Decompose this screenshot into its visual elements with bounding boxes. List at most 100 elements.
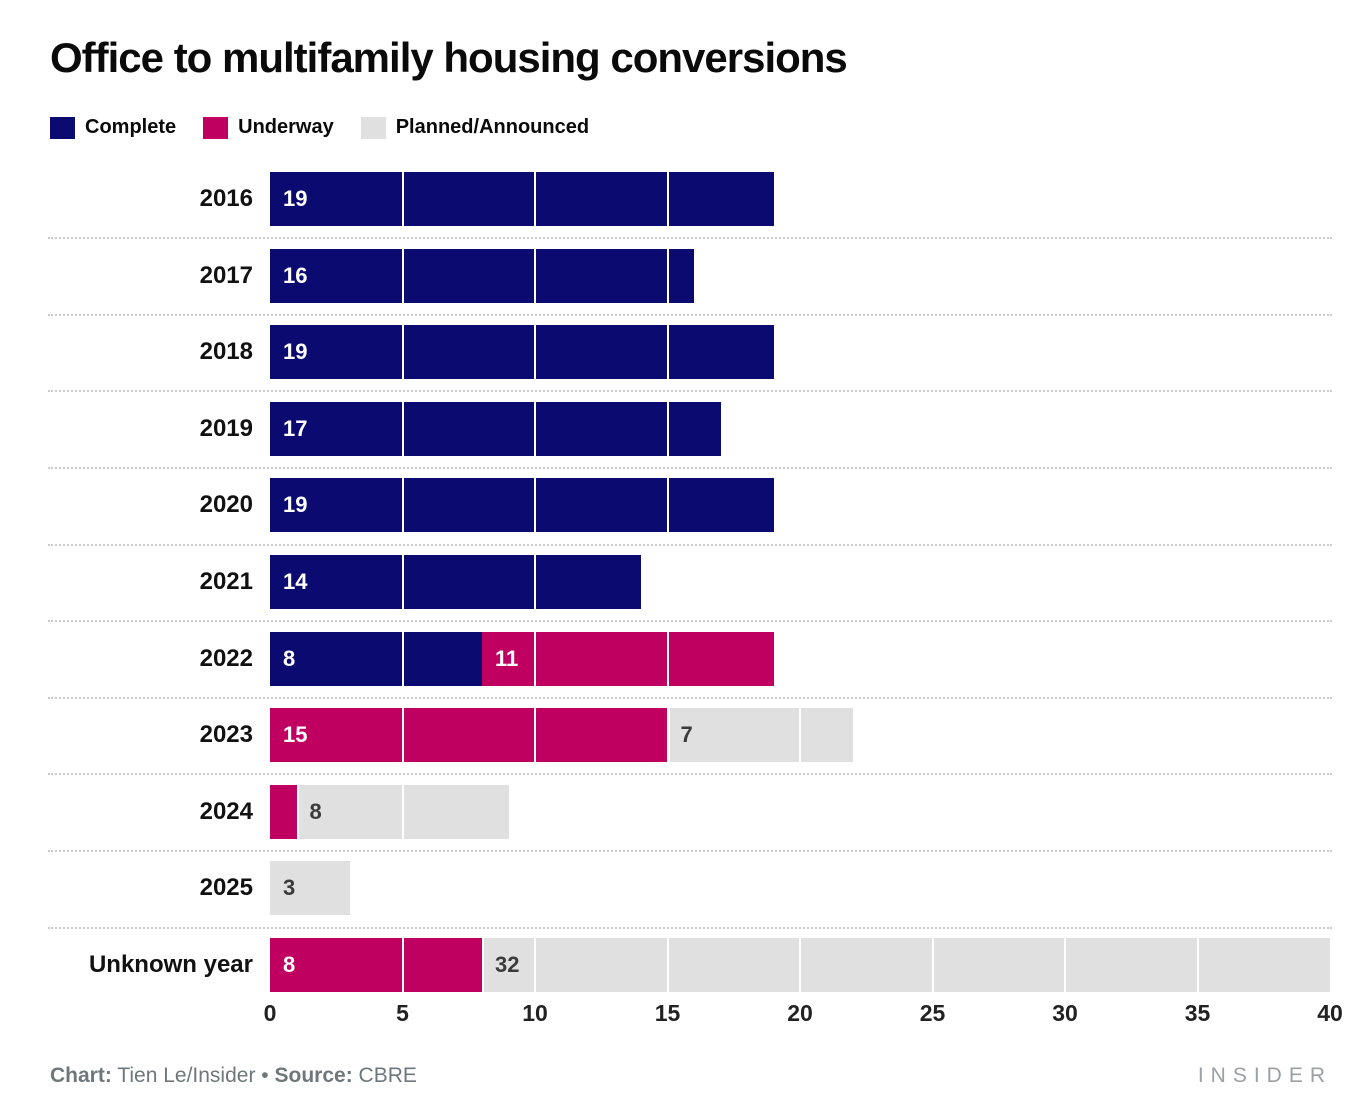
bar-value-label: 19 [283, 186, 308, 211]
gridline [534, 708, 536, 763]
x-tick-40: 40 [1317, 1000, 1343, 1026]
row-separator [48, 773, 1332, 776]
gridline [401, 478, 404, 533]
row-separator [48, 696, 1332, 699]
bar-value-label: 16 [283, 262, 308, 288]
gridline [534, 555, 536, 609]
gridline [534, 938, 536, 992]
bar-segment-underway: 8 [270, 938, 482, 992]
category-label-2021: 2021 [199, 568, 253, 595]
gridline [401, 248, 404, 303]
bar-segment-complete: 19 [270, 478, 774, 533]
x-tick-15: 15 [654, 1000, 681, 1026]
chart-title: Office to multifamily housing conversion… [50, 34, 848, 81]
category-label-unknown-year: Unknown year [88, 951, 253, 978]
bar-value-label: 19 [283, 339, 308, 365]
bar-value-label: 8 [283, 952, 296, 977]
x-tick-35: 35 [1184, 1000, 1211, 1026]
bar-segment-complete: 16 [270, 248, 694, 303]
bar-value-label: 14 [283, 569, 308, 594]
gridline [666, 631, 669, 686]
gridline [401, 938, 404, 992]
gridline [666, 401, 669, 456]
category-label-2020: 2020 [199, 491, 253, 519]
row-separator [48, 466, 1332, 469]
category-label-2024: 2024 [199, 797, 253, 825]
credit-chart-label: Chart: [50, 1064, 112, 1087]
bar-row-2025: 3 [270, 861, 1330, 916]
credit-source-value: CBRE [358, 1064, 417, 1087]
bar-segment-complete: 19 [270, 325, 774, 380]
legend-item-1: Underway [203, 116, 334, 139]
bar-segment-planned-announced: 3 [270, 861, 350, 916]
gridline [666, 478, 669, 533]
bar-row-2017: 16 [270, 248, 1330, 303]
bar-value-label: 19 [283, 492, 308, 518]
legend-swatch-icon [50, 116, 75, 139]
credit-line: Chart: Tien Le/Insider • Source: CBRE [50, 1064, 417, 1088]
gridline [666, 938, 669, 992]
bar-value-label: 3 [283, 875, 296, 901]
x-tick-5: 5 [396, 1000, 409, 1026]
bar-segment-complete: 8 [270, 631, 482, 686]
bar-row-2016: 19 [270, 172, 1330, 226]
credit-chart-value: Tien Le/Insider [117, 1064, 256, 1087]
legend-label: Underway [238, 116, 334, 138]
bar-row-2021: 14 [270, 555, 1330, 609]
gridline [401, 172, 404, 226]
gridline [534, 631, 536, 686]
gridline [401, 325, 404, 380]
x-tick-0: 0 [263, 1000, 277, 1026]
credit-separator: • [261, 1064, 269, 1087]
row-separator [48, 926, 1332, 929]
category-label-2018: 2018 [199, 338, 253, 366]
category-label-2025: 2025 [199, 874, 253, 902]
legend-label: Complete [85, 116, 177, 138]
bar-segment-planned-announced: 32 [482, 938, 1330, 992]
bar-value-label: 11 [495, 645, 519, 671]
gridline [799, 938, 801, 992]
bar-value-label: 15 [283, 722, 308, 748]
bar-segment-underway [270, 784, 297, 839]
gridline [534, 248, 536, 303]
legend-item-0: Complete [50, 116, 176, 139]
bar-segment-complete: 19 [270, 172, 774, 226]
gridline [401, 631, 404, 686]
row-separator [48, 390, 1332, 393]
gridline [1196, 938, 1199, 992]
bar-value-label: 17 [283, 415, 308, 441]
insider-logo: INSIDER [1197, 1064, 1332, 1087]
legend-item-2: Planned/Announced [360, 116, 590, 139]
bar-row-unknown-year: 8 32 [270, 938, 1330, 992]
legend-swatch-icon [360, 116, 386, 139]
bar-value-label: 8 [283, 645, 296, 671]
gridline [401, 555, 404, 609]
category-label-2017: 2017 [199, 261, 253, 289]
gridline [666, 248, 669, 303]
bar-row-2022: 8 11 [270, 631, 1330, 686]
gridline [799, 708, 801, 763]
gridline [666, 172, 669, 226]
bar-segment-complete: 17 [270, 401, 721, 456]
bar-row-2024: 8 [270, 784, 1330, 839]
row-separator [48, 237, 1332, 240]
bar-value-label: 32 [495, 952, 520, 977]
legend-swatch-icon [203, 116, 229, 139]
legend-label: Planned/Announced [395, 116, 590, 138]
bar-row-2023: 15 7 [270, 708, 1330, 763]
legend: Complete Underway Planned/Announced [50, 116, 616, 139]
row-separator [48, 849, 1332, 852]
row-separator [48, 543, 1332, 546]
row-separator [48, 313, 1332, 316]
category-label-2023: 2023 [199, 721, 253, 749]
bar-segment-underway: 15 [270, 708, 668, 763]
gridline [534, 478, 536, 533]
gridline [666, 325, 669, 380]
row-separator [48, 620, 1332, 623]
category-label-2022: 2022 [199, 644, 253, 672]
gridline [401, 401, 404, 456]
bar-row-2020: 19 [270, 478, 1330, 533]
bar-value-label: 8 [309, 798, 322, 824]
bar-value-label: 7 [680, 722, 693, 748]
credit-source-label: Source: [274, 1064, 353, 1087]
